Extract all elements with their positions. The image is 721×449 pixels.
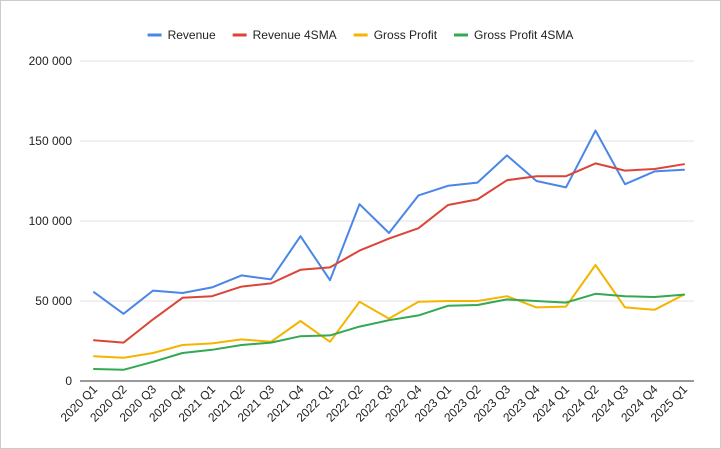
legend-label: Gross Profit 4SMA (474, 28, 573, 42)
series-line-2 (93, 162, 685, 344)
series-line-1 (93, 129, 685, 315)
y-tick-label: 100 000 (29, 214, 73, 228)
series-line-3 (93, 264, 685, 359)
legend-label: Revenue 4SMA (253, 28, 337, 42)
y-tick-label: 0 (65, 374, 72, 388)
y-tick-label: 50 000 (35, 294, 72, 308)
y-tick-label: 150 000 (29, 134, 73, 148)
y-tick-label: 200 000 (29, 54, 73, 68)
legend-label: Gross Profit (374, 28, 438, 42)
gridlines (80, 60, 694, 382)
y-axis: 0 50 000 100 000 150 000 200 000 (29, 54, 73, 388)
series-line-4 (93, 292, 685, 371)
legend: Revenue Revenue 4SMA Gross Profit Gross Pro… (147, 28, 573, 42)
legend-label: Revenue (168, 28, 216, 42)
series-lines (93, 129, 685, 371)
